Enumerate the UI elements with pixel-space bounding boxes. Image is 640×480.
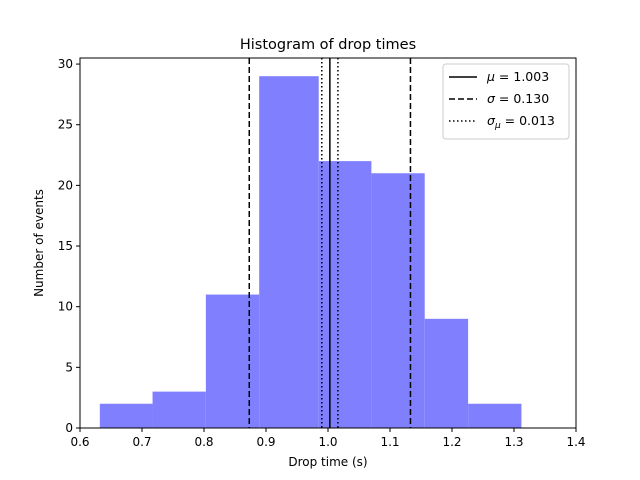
y-tick-label: 0 — [65, 421, 73, 435]
x-tick-label: 0.6 — [70, 435, 89, 449]
y-tick-label: 25 — [58, 118, 73, 132]
bars — [99, 76, 522, 429]
legend-label: σ = 0.130 — [487, 91, 549, 106]
legend-label: σμ = 0.013 — [487, 113, 555, 131]
histogram-bar — [468, 403, 522, 428]
x-tick-label: 1.1 — [380, 435, 399, 449]
histogram-bar — [205, 294, 260, 428]
legend: μ = 1.003 σ = 0.130 σμ = 0.013 — [442, 63, 570, 140]
histogram-bar — [259, 76, 319, 429]
y-tick-label: 10 — [58, 300, 73, 314]
histogram-bar — [152, 391, 206, 428]
x-tick-label: 1.3 — [504, 435, 523, 449]
x-tick-label: 0.9 — [256, 435, 275, 449]
histogram-bar — [99, 403, 153, 428]
y-tick-label: 20 — [58, 178, 73, 192]
x-tick-label: 1.4 — [566, 435, 585, 449]
x-tick-label: 1.0 — [318, 435, 337, 449]
y-axis-ticks: 0 5 10 15 20 25 30 — [58, 57, 80, 435]
legend-label: μ = 1.003 — [486, 69, 549, 84]
reference-lines — [248, 58, 412, 428]
y-tick-label: 30 — [58, 57, 73, 71]
histogram-bar — [318, 161, 372, 429]
x-tick-label: 1.2 — [442, 435, 461, 449]
histogram-bar — [371, 173, 425, 428]
y-axis-label: Number of events — [32, 189, 46, 297]
x-tick-label: 0.8 — [194, 435, 213, 449]
x-axis-ticks: 0.6 0.7 0.8 0.9 1.0 1.1 1.2 1.3 1.4 — [70, 428, 586, 449]
chart-title: Histogram of drop times — [240, 37, 416, 53]
x-axis-label: Drop time (s) — [288, 455, 367, 469]
x-tick-label: 0.7 — [132, 435, 151, 449]
y-tick-label: 15 — [58, 239, 73, 253]
histogram-bar — [424, 318, 469, 428]
y-tick-label: 5 — [65, 360, 73, 374]
